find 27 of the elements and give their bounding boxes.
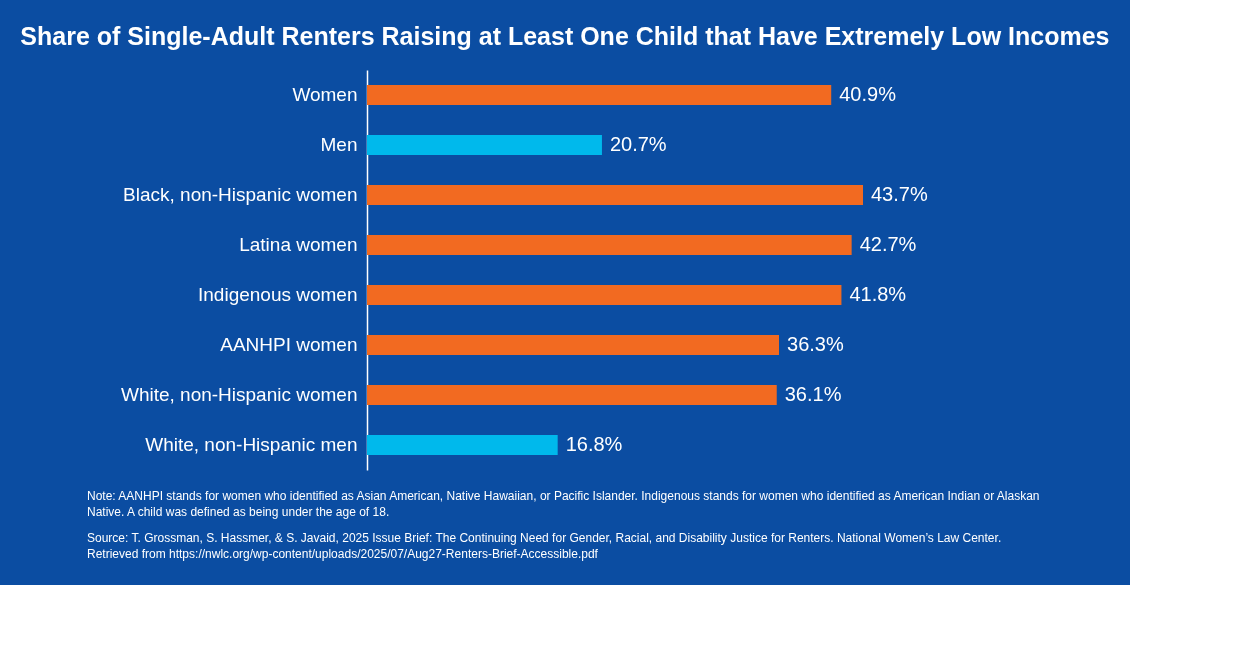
data-label: 41.8% — [849, 283, 907, 305]
data-label: 40.9% — [839, 83, 897, 105]
bar — [367, 235, 852, 255]
chart-title: Share of Single-Adult Renters Raising at Least One Child that Have Extremely Low Incomes — [20, 22, 1110, 50]
bar — [367, 185, 863, 205]
y-tick-label: Black, non-Hispanic women — [123, 184, 358, 205]
y-tick-label: White, non-Hispanic women — [120, 384, 358, 405]
data-label: 36.3% — [787, 333, 844, 355]
data-label: 43.7% — [871, 183, 928, 205]
bar — [367, 435, 558, 455]
bar — [367, 285, 842, 305]
y-tick-label: Women — [292, 84, 358, 105]
bar — [367, 385, 777, 405]
source-note: Source: T. Grossman, S. Hassmer, & S. Javaid, 2025 Issue Brief: The Continuing Need for Gender, Racial, and Disability Justice for Renters. National Women’s Law Center. Retrieved from https://nwlc.org/wp-content/uploads/2025/07/Aug27-Renters-Brief-Accessible.pdf — [87, 531, 1002, 561]
bar — [367, 335, 780, 355]
bar — [367, 85, 832, 105]
bar — [367, 135, 602, 155]
data-label: 42.7% — [859, 233, 917, 255]
y-tick-label: Latina women — [239, 234, 358, 255]
data-label: 36.1% — [784, 383, 842, 405]
y-tick-label: AANHPI women — [220, 334, 358, 355]
y-tick-label: Indigenous women — [198, 284, 358, 305]
data-label: 20.7% — [609, 133, 667, 155]
y-tick-label: White, non-Hispanic men — [145, 434, 358, 455]
text: Note: AANHPI stands for women who identified as Asian American, Native Hawaiian, or Pacific Islander. Indigenous stands for women who identified as American Indian or Alaskan Native. A child was defined as being under the age of 18. — [87, 489, 1040, 519]
data-label: 16.8% — [565, 433, 623, 455]
y-tick-label: Men — [320, 134, 358, 155]
